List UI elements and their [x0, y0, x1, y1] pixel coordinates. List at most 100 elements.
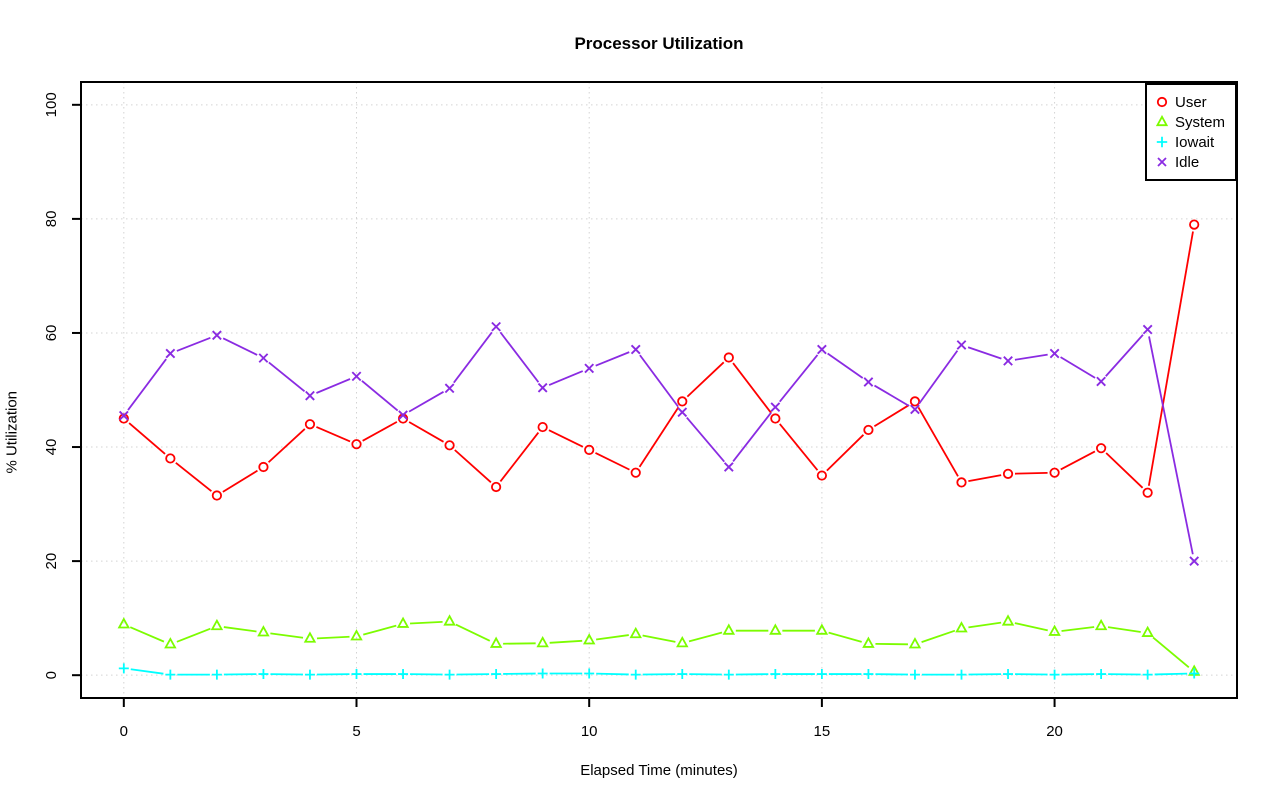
series-iowait-marker: [816, 669, 827, 680]
series-iowait-line: [130, 668, 164, 675]
series-iowait-marker: [258, 669, 269, 680]
series-idle-marker: [398, 410, 408, 420]
x-tick-label: 0: [120, 723, 128, 740]
series-idle-line: [1014, 353, 1048, 361]
series-user-marker: [770, 413, 781, 424]
series-system-marker: [210, 618, 224, 631]
series-idle-line: [499, 331, 540, 383]
series-idle-line: [453, 331, 493, 384]
series-system-marker: [257, 625, 270, 637]
series-user-marker: [444, 440, 455, 451]
y-tick-label: 60: [43, 325, 60, 342]
series-system-line: [921, 629, 956, 643]
series-iowait-marker: [1049, 669, 1060, 680]
series-iowait-marker: [537, 668, 548, 679]
series-system-marker: [676, 635, 689, 648]
x-axis-title: Elapsed Time (minutes): [580, 762, 738, 779]
series-system-line: [1152, 636, 1190, 668]
series-user-marker: [351, 439, 362, 450]
series-user-marker: [630, 467, 641, 478]
series-user-line: [1060, 450, 1096, 471]
series-idle-line: [222, 337, 258, 356]
series-iowait-marker: [118, 663, 129, 674]
series-system-marker: [1048, 624, 1061, 636]
series-iowait-marker: [1096, 669, 1107, 680]
series-system-line: [176, 627, 211, 643]
series-idle-marker: [1003, 356, 1013, 366]
series-idle-line: [827, 352, 864, 379]
series-system-marker: [955, 621, 968, 633]
series-user-line: [408, 421, 444, 443]
series-idle-marker: [630, 344, 641, 355]
y-axis-title-text: % Utilization: [3, 391, 20, 474]
series-system-marker: [489, 636, 503, 648]
series-idle-marker: [537, 382, 548, 393]
series-user-marker: [1189, 219, 1200, 230]
series-user-marker: [211, 490, 222, 501]
series-system-marker: [350, 629, 363, 641]
series-system-marker: [1001, 614, 1015, 626]
series-user-marker: [165, 453, 176, 464]
series-iowait-marker: [211, 669, 222, 680]
series-system-marker: [1141, 625, 1154, 637]
series-system-marker: [862, 636, 875, 648]
legend-item-user: User: [1155, 94, 1235, 111]
series-idle-line: [127, 358, 167, 411]
series-user-line: [595, 452, 630, 471]
series-user-marker: [909, 396, 921, 407]
series-user-marker: [723, 352, 734, 363]
y-tick-label: 0: [43, 671, 60, 679]
series-user-marker: [1142, 487, 1153, 498]
series-system-line: [316, 635, 350, 640]
series-iowait-marker: [1142, 669, 1153, 680]
legend-item-system: System: [1155, 114, 1235, 131]
series-system-marker: [396, 616, 410, 628]
legend-item-iowait: Iowait: [1155, 134, 1235, 151]
series-idle-marker: [584, 363, 595, 374]
series-idle-marker: [258, 353, 269, 363]
series-idle-marker: [863, 377, 874, 387]
series-user-marker: [584, 444, 595, 455]
series-idle-line: [918, 350, 959, 405]
series-user-line: [316, 426, 351, 443]
series-user-marker: [816, 470, 827, 481]
series-iowait-marker: [304, 669, 315, 680]
series-system-line: [129, 626, 165, 643]
series-user-line: [1147, 231, 1194, 486]
x-tick-label: 5: [352, 723, 360, 740]
series-idle-line: [268, 361, 306, 393]
series-iowait-marker: [491, 669, 502, 680]
series-system-line: [270, 632, 304, 639]
iowait-plus-marker-icon: [1156, 136, 1168, 148]
system-triangle-marker-icon: [1155, 115, 1169, 127]
legend-label-idle: Idle: [1175, 153, 1200, 171]
series-idle-marker: [165, 348, 176, 359]
legend-label-user: User: [1175, 93, 1207, 111]
series-user-line: [779, 423, 819, 471]
series-idle-line: [1060, 356, 1096, 379]
series-iowait-line: [596, 672, 629, 676]
series-user-line: [362, 421, 398, 442]
series-idle-marker: [956, 340, 967, 350]
series-user-marker: [258, 461, 269, 473]
series-system-marker: [117, 617, 131, 629]
series-user-line: [499, 432, 540, 482]
series-user-line: [826, 434, 865, 472]
series-iowait-marker: [909, 669, 920, 680]
series-idle-marker: [351, 371, 362, 382]
series-user-line: [732, 362, 772, 414]
series-system-marker: [908, 637, 922, 649]
series-user-line: [1015, 471, 1048, 475]
series-system-line: [409, 621, 443, 625]
series-iowait-marker: [770, 669, 781, 680]
series-user-line: [917, 407, 959, 477]
series-system-line: [223, 626, 257, 633]
series-user-marker: [863, 424, 874, 436]
series-iowait-marker: [1003, 669, 1014, 680]
series-idle-line: [548, 370, 584, 386]
series-idle-marker: [305, 390, 315, 401]
legend-box: User System Iowait Idle: [1145, 83, 1237, 181]
series-system-marker: [722, 623, 736, 635]
y-tick-label: 80: [43, 211, 60, 228]
